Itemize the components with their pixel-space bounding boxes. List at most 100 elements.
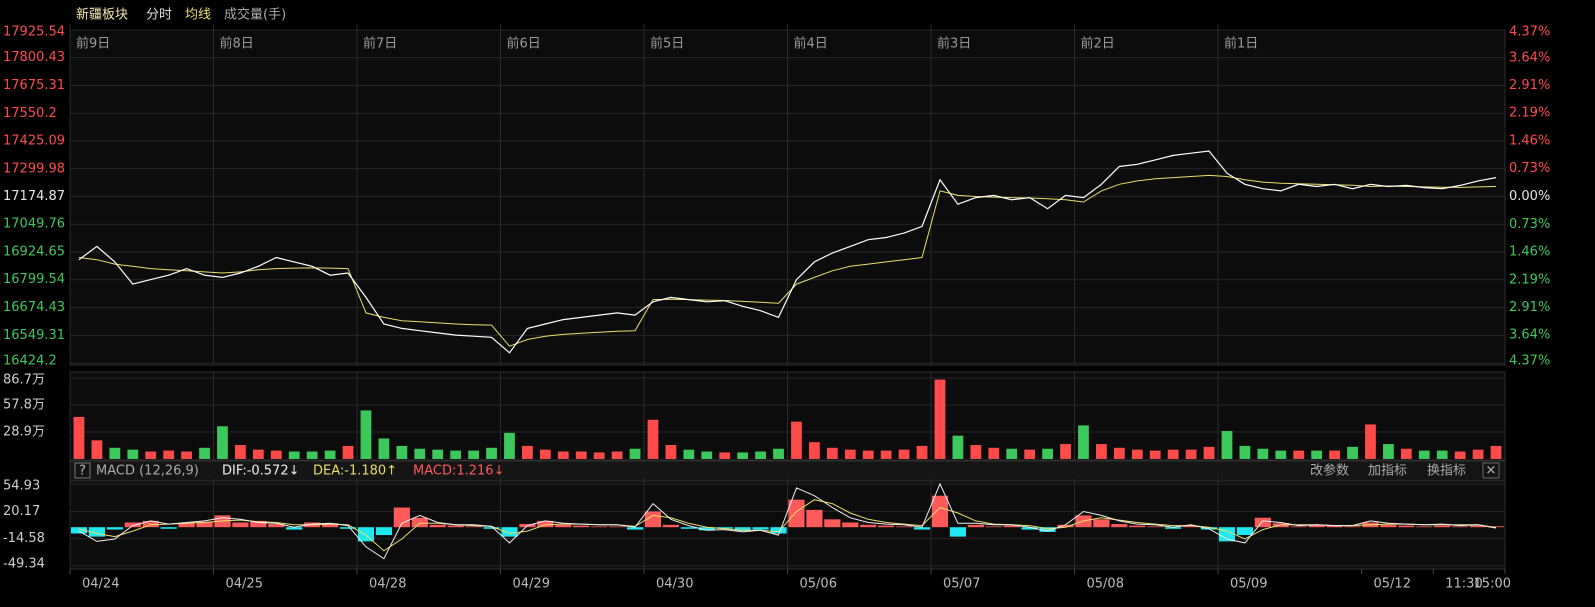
button[interactable]: 改参数 [1310, 463, 1349, 479]
macd-bar [573, 525, 590, 528]
macd-bar [483, 527, 500, 529]
volume-bar [1400, 448, 1412, 459]
day-label: 前5日 [650, 36, 684, 52]
volume-bar [1149, 450, 1161, 459]
macd-bar [591, 526, 608, 528]
volume-bar [557, 451, 569, 459]
macd-bar [1326, 525, 1343, 528]
volume-bar [252, 449, 264, 459]
help-box[interactable] [74, 462, 91, 479]
x-tick-label: 15:00 [1474, 577, 1511, 592]
macd-bar [286, 527, 303, 530]
x-tick-label: 04/28 [369, 577, 406, 592]
button[interactable]: 加指标 [1368, 464, 1407, 479]
y2-tick-label: 2.91% [1509, 300, 1550, 315]
y2-tick-label: 4.37% [1509, 25, 1550, 40]
volume-bar [1096, 444, 1107, 459]
volume-bar [145, 451, 157, 459]
macd-bar [985, 526, 1002, 528]
x-tick-label: 04/25 [226, 577, 263, 592]
macd-bar [734, 527, 751, 532]
y-tick-label: 17925.54 [3, 25, 65, 40]
macd-bar [1183, 525, 1200, 528]
volume-bar [235, 444, 246, 459]
macd-bar [1380, 524, 1397, 528]
y-tick-label: 20.17 [3, 504, 40, 519]
volume-bar [1293, 450, 1305, 459]
y2-tick-label: 2.91% [1509, 78, 1550, 93]
macd-bar [322, 523, 339, 528]
y2-tick-label: 0.73% [1509, 217, 1550, 232]
volume-bar [916, 445, 928, 459]
macd-bar [465, 526, 482, 528]
volume-bar [647, 419, 659, 459]
tab[interactable]: 均线 [185, 8, 211, 23]
volume-bar [844, 449, 856, 459]
y-tick-label: 28.9万 [3, 425, 45, 440]
volume-bar [1221, 430, 1233, 459]
volume-bar [1078, 425, 1089, 459]
help[interactable]: ? [79, 464, 86, 479]
macd-bar [842, 522, 859, 528]
volume-bar [629, 448, 641, 459]
volume-bar [486, 447, 497, 459]
volume-bar [575, 451, 587, 459]
volume-bar [1347, 446, 1358, 459]
volume-bar [414, 448, 426, 459]
macd-bar [1111, 524, 1128, 528]
y2-tick-label: 1.46% [1509, 245, 1550, 260]
volume-bar [1167, 449, 1179, 459]
x-tick-label: 04/30 [656, 577, 693, 592]
volume-bar [683, 449, 695, 459]
x-tick-label: 04/24 [82, 577, 119, 592]
tab[interactable]: 成交量(手) [224, 7, 286, 23]
macd-bar [860, 524, 877, 528]
volume-bar [1024, 449, 1036, 459]
macd-bar [1003, 525, 1020, 528]
macd-bar [1487, 526, 1505, 528]
volume-bar [1060, 444, 1071, 459]
macd-bar [1057, 524, 1074, 528]
volume-bar [1185, 449, 1197, 459]
volume-bar [719, 452, 731, 459]
volume-bar [73, 416, 85, 459]
macd-bar [1147, 526, 1164, 528]
volume-bar [324, 450, 336, 459]
volume-bar [611, 451, 623, 459]
tab[interactable]: 分时 [146, 8, 172, 23]
volume-bar [898, 449, 910, 459]
volume-bar [396, 445, 408, 459]
volume-bar [163, 450, 175, 459]
button[interactable]: 换指标 [1427, 464, 1466, 479]
macd-bar [1093, 519, 1110, 528]
volume-bar [701, 451, 713, 459]
y2-tick-label: 0.73% [1509, 161, 1550, 176]
x-tick-label: 05/08 [1087, 577, 1124, 592]
macd-bar [949, 527, 966, 537]
macd-bar [268, 524, 285, 528]
macd-bar [339, 527, 357, 529]
macd-bar [537, 520, 554, 528]
x-tick-label: 04/29 [513, 577, 550, 592]
volume-bar [773, 448, 784, 459]
close-button[interactable]: ✕ [1486, 464, 1497, 479]
macd-bar [967, 524, 984, 528]
volume-bar [1113, 447, 1125, 459]
volume-bar [826, 447, 838, 459]
macd-bar [88, 527, 105, 537]
macd-bar [1416, 526, 1433, 528]
macd-bar [142, 520, 159, 528]
line [78, 499, 1497, 552]
y2-tick-label: 3.64% [1509, 50, 1550, 65]
y-tick-label: 17425.09 [3, 134, 65, 149]
macd-bar [501, 527, 518, 537]
volume-bar [342, 445, 354, 459]
macd-bar [1218, 527, 1236, 542]
volume-bar [952, 435, 964, 459]
macd-bar [609, 526, 626, 528]
volume-bar [809, 442, 820, 459]
close-box[interactable] [1482, 462, 1500, 479]
macd-bar [1039, 527, 1056, 532]
y2-tick-label: 4.37% [1509, 354, 1550, 369]
